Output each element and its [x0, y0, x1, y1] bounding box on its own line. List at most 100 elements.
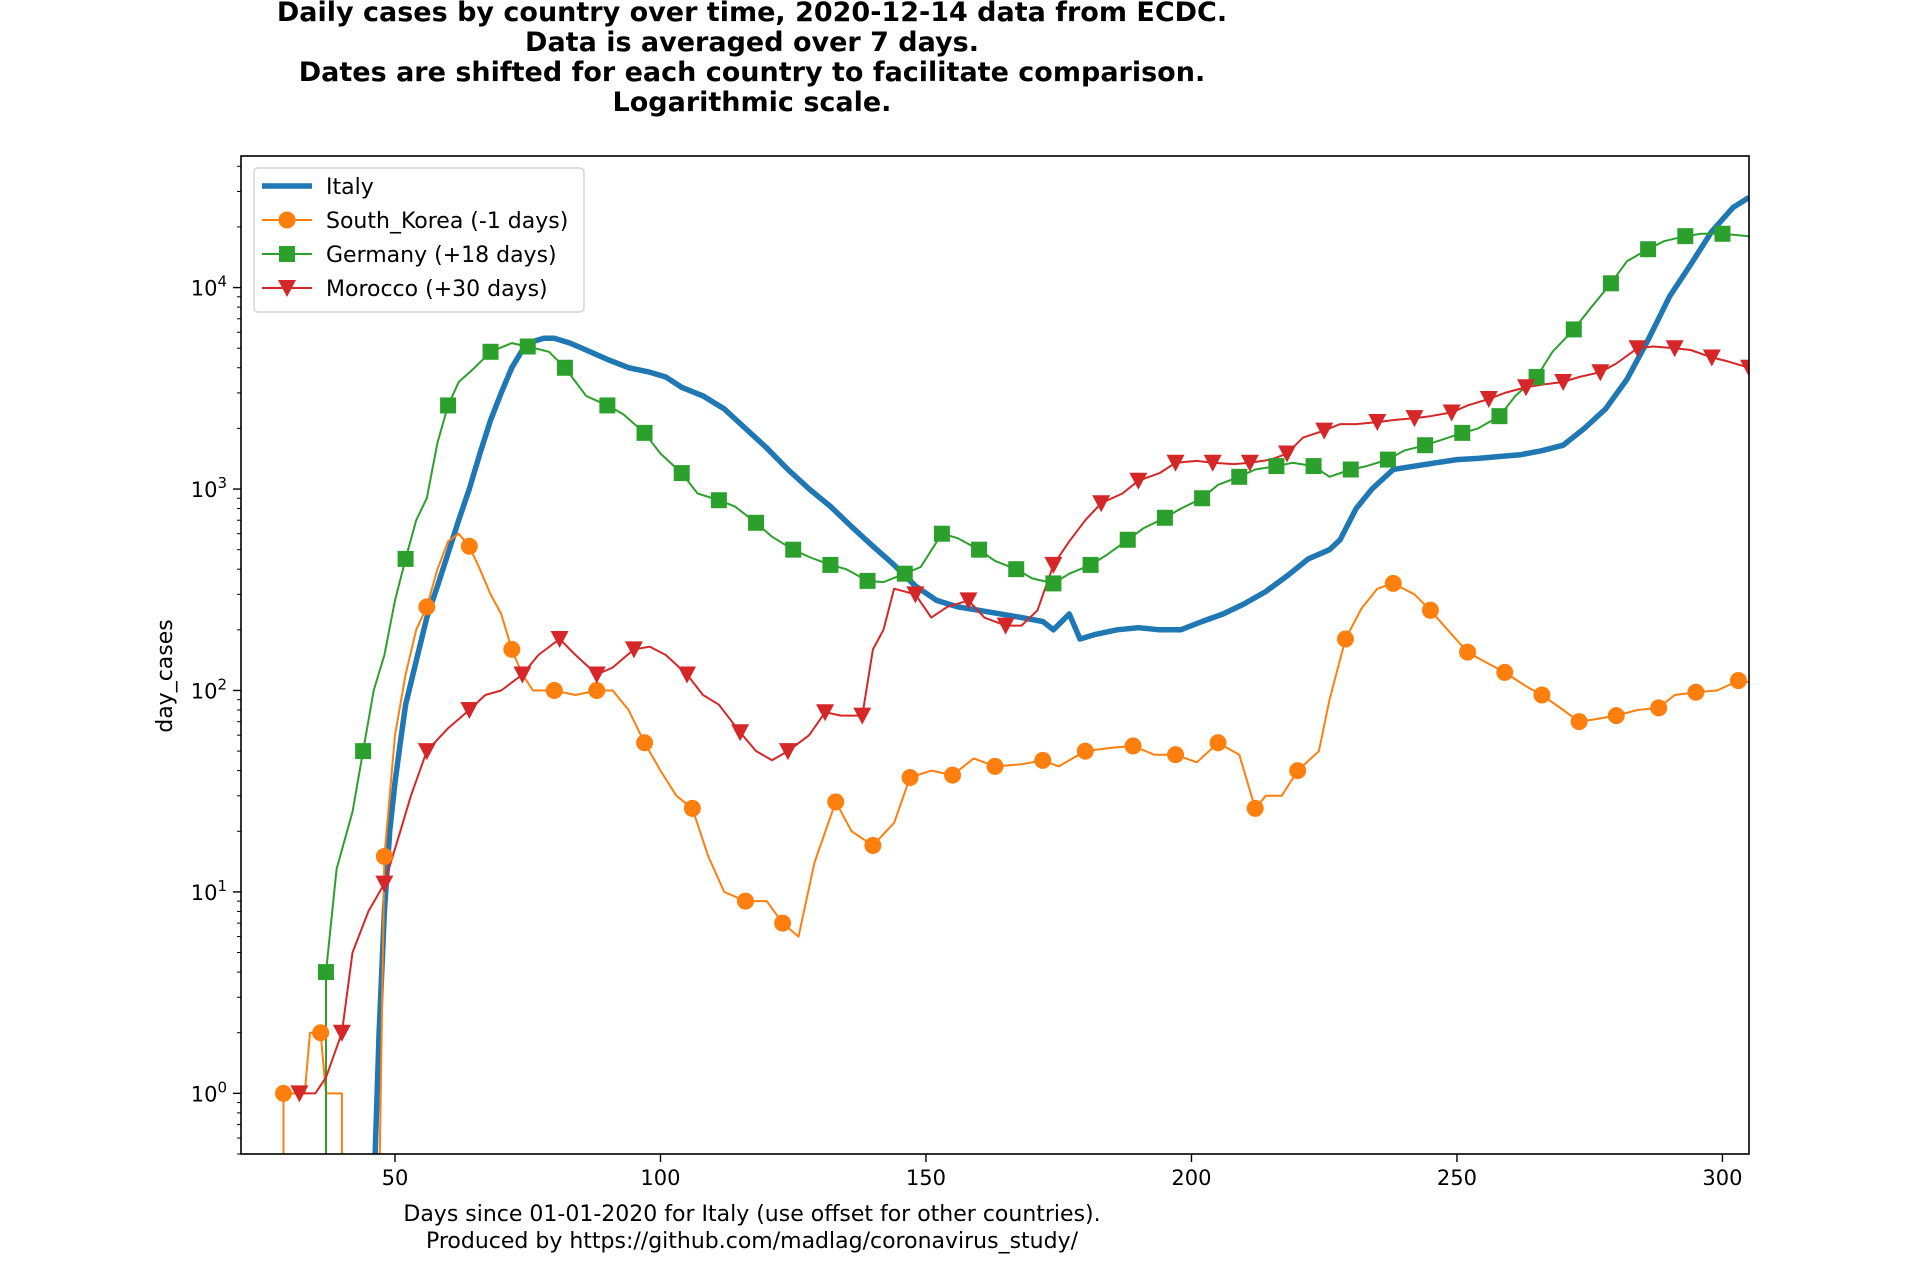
- legend-label: Italy: [326, 175, 374, 200]
- series-2-point: [460, 537, 478, 555]
- series-4-point: [1129, 472, 1148, 490]
- series-2-point: [1607, 707, 1625, 725]
- series-3-point: [440, 397, 457, 414]
- series-4-point: [375, 875, 394, 893]
- series-3-point: [971, 541, 988, 558]
- series-3-point: [1231, 468, 1248, 485]
- series-4-point: [1278, 445, 1297, 463]
- legend-marker: [278, 211, 296, 229]
- marker-layer: [274, 225, 1749, 1103]
- series-2-point: [1124, 737, 1142, 755]
- chart-title-line-2: Data is averaged over 7 days.: [525, 27, 979, 58]
- x-axis: 50 100 150 200 250 300: [382, 1154, 1742, 1190]
- series-4-point: [1442, 404, 1461, 422]
- x-tick-label: 150: [906, 1166, 946, 1190]
- series-2-point: [274, 1084, 292, 1102]
- series-3-point: [1714, 225, 1731, 242]
- series-4-point: [816, 704, 835, 722]
- series-4-point: [1665, 340, 1684, 358]
- series-line-2: [282, 532, 1749, 1154]
- series-3-point: [785, 541, 802, 558]
- series-4-point: [1628, 340, 1647, 358]
- series-4-point: [624, 641, 643, 659]
- legend-label: South_Korea (-1 days): [326, 209, 568, 234]
- series-4-point: [1203, 454, 1222, 472]
- series-4-point: [1315, 422, 1334, 440]
- series-3-point: [822, 556, 839, 573]
- series-2-point: [503, 640, 521, 658]
- series-3-point: [355, 743, 372, 760]
- series-4-point: [959, 592, 978, 610]
- series-2-point: [944, 766, 962, 784]
- chart-title-line-1: Daily cases by country over time, 2020-1…: [277, 0, 1227, 28]
- series-2-point: [774, 914, 792, 932]
- series-4-point: [460, 701, 479, 719]
- series-3-point: [599, 397, 616, 414]
- series-3-point: [482, 343, 499, 360]
- plot-frame: [240, 155, 1750, 1155]
- series-4-point: [513, 666, 532, 684]
- series-2-point: [1729, 672, 1747, 690]
- series-3-point: [1082, 556, 1099, 573]
- legend-label: Germany (+18 days): [326, 243, 557, 268]
- x-tick-label: 300: [1702, 1166, 1742, 1190]
- series-3-point: [748, 514, 765, 531]
- series-3-point: [1565, 321, 1582, 338]
- series-2-point: [375, 847, 393, 865]
- series-2-point: [1570, 713, 1588, 731]
- series-2-point: [1459, 643, 1477, 661]
- series-2-point: [1687, 683, 1705, 701]
- series-4-point: [290, 1085, 309, 1103]
- series-3-point: [933, 525, 950, 542]
- y-tick-label: 100: [191, 1078, 227, 1106]
- series-2-point: [1650, 699, 1668, 717]
- y-axis-label: day_cases: [153, 619, 178, 733]
- series-4-point: [332, 1024, 351, 1042]
- series-2-point: [986, 757, 1004, 775]
- legend: Italy South_Korea (-1 days) Germany (+18 d…: [253, 167, 585, 313]
- series-2-point: [1167, 746, 1185, 764]
- series-4-point: [1405, 410, 1424, 428]
- series-4-point: [731, 724, 750, 742]
- series-3-point: [1008, 561, 1025, 578]
- series-3-point: [317, 964, 334, 981]
- series-3-point: [1640, 241, 1657, 258]
- series-3-point: [1305, 458, 1322, 475]
- series-3-point: [1194, 490, 1211, 507]
- series-4-point: [1702, 349, 1721, 367]
- series-4-point: [1044, 556, 1063, 574]
- series-2-point: [312, 1024, 330, 1042]
- series-2-point: [827, 793, 845, 811]
- series-4-point: [1166, 454, 1185, 472]
- series-2-point: [1034, 751, 1052, 769]
- chart-title: Daily cases by country over time, 2020-1…: [277, 0, 1227, 118]
- y-tick-label: 101: [191, 877, 227, 905]
- series-4-point: [996, 617, 1015, 635]
- legend-marker: [278, 280, 296, 297]
- series-3-point: [859, 572, 876, 589]
- series-3-point: [1379, 451, 1396, 468]
- series-4-point: [1516, 379, 1535, 397]
- series-3-point: [1602, 275, 1619, 292]
- series-line-1: [372, 195, 1749, 1154]
- series-3-point: [556, 359, 573, 376]
- series-3-point: [636, 424, 653, 441]
- series-4-point: [1092, 495, 1111, 513]
- series-4-point: [1240, 454, 1259, 472]
- series-4-point: [1740, 359, 1749, 377]
- series-3-point: [710, 492, 727, 509]
- series-2-point: [636, 734, 654, 752]
- series-4-point: [1554, 373, 1573, 391]
- series-2-point: [1209, 734, 1227, 752]
- legend-frame: [253, 167, 585, 313]
- series-3-point: [1677, 228, 1694, 245]
- series-2-point: [736, 892, 754, 910]
- series-3-point: [1342, 461, 1359, 478]
- x-axis-label-line-1: Days since 01-01-2020 for Italy (use off…: [403, 1202, 1100, 1227]
- legend-label: Morocco (+30 days): [326, 277, 548, 302]
- series-4-point: [678, 666, 697, 684]
- series-2-point: [1246, 799, 1264, 817]
- series-4-point: [1368, 414, 1387, 432]
- y-tick-label: 102: [191, 675, 227, 703]
